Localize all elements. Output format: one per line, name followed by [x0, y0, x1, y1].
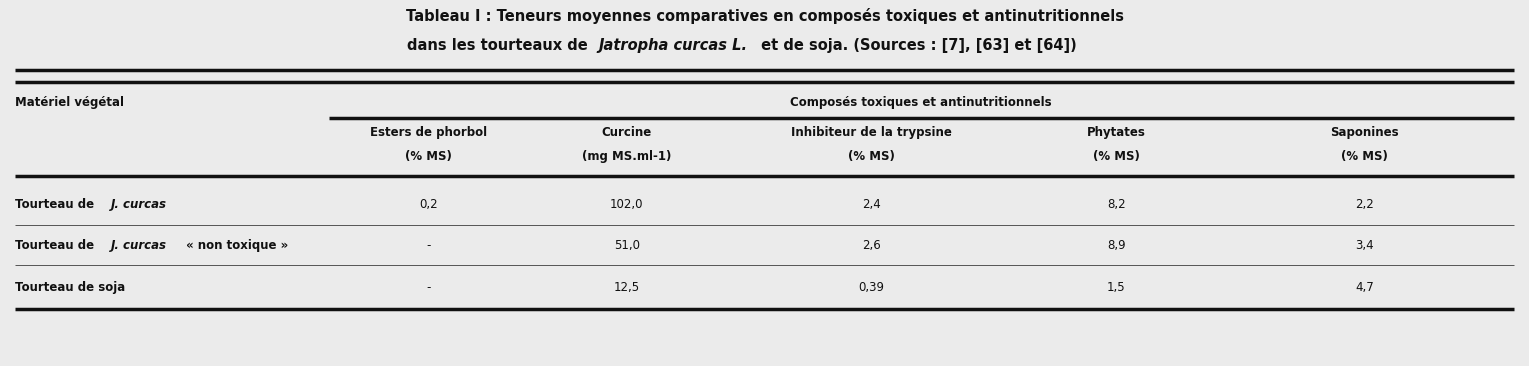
Text: Esters de phorbol: Esters de phorbol	[370, 126, 486, 139]
Text: -: -	[427, 239, 430, 252]
Text: 51,0: 51,0	[613, 239, 641, 252]
Text: 2,2: 2,2	[1355, 198, 1375, 212]
Text: 0,2: 0,2	[419, 198, 437, 212]
Text: (% MS): (% MS)	[1093, 150, 1139, 163]
Text: 12,5: 12,5	[613, 281, 641, 294]
Text: Curcine: Curcine	[602, 126, 651, 139]
Text: 2,6: 2,6	[862, 239, 881, 252]
Text: J. curcas: J. curcas	[110, 198, 167, 212]
Text: J. curcas: J. curcas	[110, 239, 167, 252]
Text: 4,7: 4,7	[1355, 281, 1375, 294]
Text: dans les tourteaux de: dans les tourteaux de	[407, 38, 593, 53]
Text: 2,4: 2,4	[862, 198, 881, 212]
Text: Matériel végétal: Matériel végétal	[15, 96, 124, 109]
Text: Saponines: Saponines	[1330, 126, 1399, 139]
Text: Jatropha curcas L.: Jatropha curcas L.	[599, 38, 748, 53]
Text: 8,9: 8,9	[1107, 239, 1125, 252]
Text: (% MS): (% MS)	[1341, 150, 1388, 163]
Text: Inhibiteur de la trypsine: Inhibiteur de la trypsine	[790, 126, 953, 139]
Text: -: -	[427, 281, 430, 294]
Text: 1,5: 1,5	[1107, 281, 1125, 294]
Text: 8,2: 8,2	[1107, 198, 1125, 212]
Text: « non toxique »: « non toxique »	[182, 239, 289, 252]
Text: (% MS): (% MS)	[405, 150, 451, 163]
Text: 3,4: 3,4	[1355, 239, 1375, 252]
Text: Composés toxiques et antinutritionnels: Composés toxiques et antinutritionnels	[790, 96, 1052, 109]
Text: Phytates: Phytates	[1087, 126, 1145, 139]
Text: (mg MS.ml-1): (mg MS.ml-1)	[583, 150, 671, 163]
Text: 102,0: 102,0	[610, 198, 644, 212]
Text: Tourteau de: Tourteau de	[15, 198, 98, 212]
Text: (% MS): (% MS)	[849, 150, 894, 163]
Text: et de soja. (Sources : [7], [63] et [64]): et de soja. (Sources : [7], [63] et [64]…	[755, 38, 1076, 53]
Text: Tourteau de soja: Tourteau de soja	[15, 281, 125, 294]
Text: Tableau I : Teneurs moyennes comparatives en composés toxiques et antinutritionn: Tableau I : Teneurs moyennes comparative…	[405, 8, 1124, 25]
Text: Tourteau de: Tourteau de	[15, 239, 98, 252]
Text: 0,39: 0,39	[858, 281, 885, 294]
